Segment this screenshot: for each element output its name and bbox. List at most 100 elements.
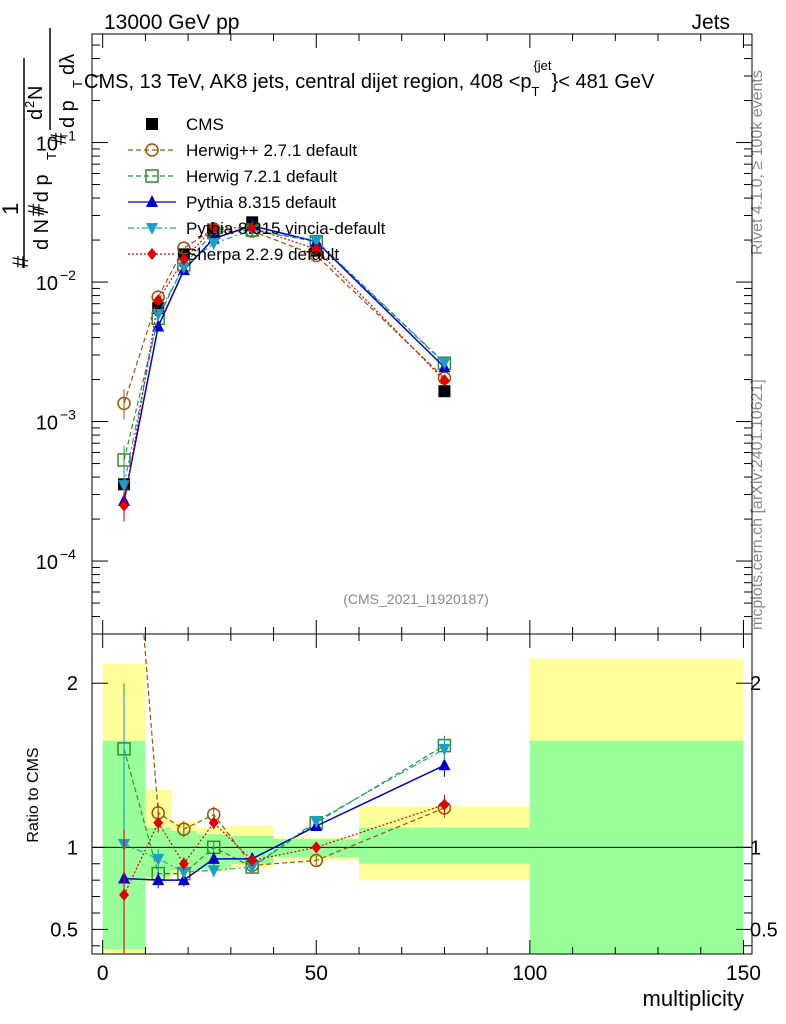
ratio-point-sherpa-2-2-9-default-2 bbox=[178, 857, 189, 870]
y-label-hash2: # bbox=[46, 132, 71, 145]
main-point-pythia-8-315-vincia-default-0 bbox=[118, 480, 131, 493]
ratio-point-sherpa-2-2-9-default-0 bbox=[119, 888, 130, 901]
legend-label-herwig-2-7-1-default: Herwig++ 2.7.1 default bbox=[186, 141, 357, 160]
x-tick-label-0: 0 bbox=[97, 962, 109, 985]
x-tick-label-100: 100 bbox=[512, 962, 547, 985]
main-point-sherpa-2-2-9-default-6 bbox=[439, 374, 450, 387]
ratio-frame bbox=[91, 633, 753, 955]
main-point-sherpa-2-2-9-default-2 bbox=[178, 253, 189, 266]
main-point-pythia-8-315-vincia-default-6 bbox=[438, 357, 451, 370]
x-tick-label-50: 50 bbox=[305, 962, 328, 985]
ratio-point-sherpa-2-2-9-default-5 bbox=[311, 841, 322, 854]
ratio-point-pythia-8-315-default-2 bbox=[177, 873, 190, 886]
main-line-pythia-8-315-default bbox=[123, 225, 445, 502]
ratio-point-pythia-8-315-default-1 bbox=[152, 873, 165, 886]
main-point-sherpa-2-2-9-default-3 bbox=[208, 221, 219, 234]
main-point-sherpa-2-2-9-default-5 bbox=[311, 243, 322, 256]
main-point-pythia-8-315-vincia-default-1 bbox=[152, 309, 165, 322]
ratio-point-herwig-2-7-1-default-5 bbox=[309, 853, 324, 868]
ratio-band-inner-6 bbox=[358, 827, 530, 864]
main-point-pythia-8-315-default-1 bbox=[152, 319, 165, 332]
main-y-tick-exp-3: −1 bbox=[60, 128, 76, 144]
legend-label-sherpa-2-2-9-default: Sherpa 2.2.9 default bbox=[186, 245, 339, 264]
main-point-pythia-8-315-vincia-default-3 bbox=[207, 238, 220, 251]
legend: CMS Herwig++ 2.7.1 default Herwig 7.2.1 de… bbox=[128, 115, 386, 264]
main-line-pythia-8-315-vincia-default bbox=[123, 229, 445, 486]
legend-marker-pythia-8-315-vincia-default bbox=[146, 223, 158, 235]
process-label: Jets bbox=[691, 11, 730, 34]
ratio-y-tick-label-right-1: 1 bbox=[750, 837, 761, 859]
ratio-y-tick-label-left-1: 1 bbox=[67, 837, 78, 859]
main-point-pythia-8-315-vincia-default-5 bbox=[310, 235, 323, 248]
ratio-point-pythia-8-315-default-3 bbox=[207, 851, 220, 864]
y-label-group: # 1 d N / d p T # d 2 N d p T dλ bbox=[0, 28, 85, 268]
ratio-y-tick-label-left-0: 0.5 bbox=[50, 919, 78, 941]
ratio-y-tick-label-left-2: 2 bbox=[67, 673, 78, 695]
legend-label-herwig-7-2-1-default: Herwig 7.2.1 default bbox=[186, 167, 337, 186]
main-line-herwig-7-2-1-default bbox=[123, 229, 445, 461]
main-point-cms-7 bbox=[631, 647, 643, 659]
main-y-tick-label-3: 10 bbox=[36, 134, 58, 156]
ratio-y-tick-label-right-0: 0.5 bbox=[750, 919, 778, 941]
y-label-d2n-n: N bbox=[25, 86, 47, 100]
y-label-dlambda: dλ bbox=[57, 54, 79, 75]
main-y-tick-exp-1: −3 bbox=[60, 407, 76, 423]
analysis-id-label: (CMS_2021_I1920187) bbox=[343, 591, 489, 607]
main-point-herwig-2-7-1-default-0 bbox=[117, 396, 131, 411]
main-y-axis-label: # bbox=[23, 203, 49, 216]
legend-marker-pythia-8-315-default bbox=[146, 195, 158, 207]
legend-label-cms: CMS bbox=[186, 115, 224, 134]
main-y-tick-label-2: 10 bbox=[36, 273, 58, 295]
ratio-point-pythia-8-315-vincia-default-6 bbox=[438, 743, 451, 756]
rivet-version-label: Rivet 4.1.0, ≥ 100k events bbox=[749, 70, 766, 255]
main-point-cms-6 bbox=[438, 385, 451, 398]
y-label-one: 1 bbox=[0, 203, 23, 215]
main-point-herwig-7-2-1-default-0 bbox=[117, 453, 131, 467]
ratio-point-pythia-8-315-vincia-default-2 bbox=[177, 866, 190, 879]
ratio-point-pythia-8-315-vincia-default-4 bbox=[246, 862, 259, 875]
ratio-point-sherpa-2-2-9-default-6 bbox=[439, 798, 450, 811]
ratio-point-sherpa-2-2-9-default-1 bbox=[153, 816, 164, 829]
ratio-point-pythia-8-315-vincia-default-3 bbox=[207, 865, 220, 878]
ratio-line-herwig-2-7-1-default bbox=[143, 634, 445, 867]
legend-label-pythia-8-315-vincia-default: Pythia 8.315 vincia-default bbox=[186, 219, 386, 238]
main-y-tick-exp-0: −4 bbox=[60, 546, 76, 562]
main-line-sherpa-2-2-9-default bbox=[123, 227, 445, 506]
legend-marker-herwig-7-2-1-default bbox=[145, 169, 159, 183]
main-point-sherpa-2-2-9-default-1 bbox=[153, 294, 164, 307]
legend-marker-cms bbox=[146, 118, 158, 130]
y-label-dpt: d p bbox=[57, 100, 79, 128]
ratio-point-herwig-2-7-1-default-2 bbox=[177, 822, 191, 837]
mcplots-site-label: mcplots.cern.ch [arXiv:2401.10621] bbox=[749, 379, 766, 630]
ratio-data-layer bbox=[117, 634, 452, 954]
collision-label: 13000 GeV pp bbox=[104, 11, 239, 34]
ratio-point-pythia-8-315-vincia-default-5 bbox=[310, 816, 323, 829]
ratio-plot-panel: 0 50 100 150 0.5 0.5 1 1 2 2 bbox=[50, 633, 778, 985]
y-label-hash: # bbox=[8, 255, 33, 268]
main-y-tick-label-0: 10 bbox=[36, 552, 58, 574]
chart-title: CMS, 13 TeV, AK8 jets, central dijet reg… bbox=[84, 58, 655, 99]
x-axis-label: multiplicity bbox=[643, 986, 744, 1011]
svg-text:#: # bbox=[23, 203, 49, 216]
legend-label-pythia-8-315-default: Pythia 8.315 default bbox=[186, 193, 337, 212]
ratio-y-axis-label: Ratio to CMS bbox=[25, 747, 42, 842]
ratio-point-pythia-8-315-vincia-default-1 bbox=[152, 853, 165, 866]
x-tick-label-150: 150 bbox=[726, 962, 761, 985]
y-label-t2: T bbox=[70, 80, 85, 88]
ratio-point-sherpa-2-2-9-default-4 bbox=[247, 854, 258, 867]
main-y-tick-label-1: 10 bbox=[36, 413, 58, 435]
main-data-layer bbox=[117, 216, 643, 659]
y-label-t: T bbox=[44, 152, 59, 160]
legend-marker-sherpa-2-2-9-default bbox=[147, 248, 157, 260]
ratio-point-pythia-8-315-default-6 bbox=[438, 758, 451, 771]
ratio-point-sherpa-2-2-9-default-3 bbox=[208, 816, 219, 829]
y-label-d2n-2: 2 bbox=[22, 101, 37, 108]
main-point-sherpa-2-2-9-default-4 bbox=[247, 221, 258, 234]
y-label-dn-dpt: d N / d p bbox=[31, 174, 53, 250]
ratio-y-tick-label-right-2: 2 bbox=[750, 673, 761, 695]
legend-marker-herwig-2-7-1-default bbox=[145, 143, 159, 157]
main-y-tick-exp-2: −2 bbox=[60, 267, 76, 283]
y-label-d2n-d: d bbox=[25, 109, 47, 120]
